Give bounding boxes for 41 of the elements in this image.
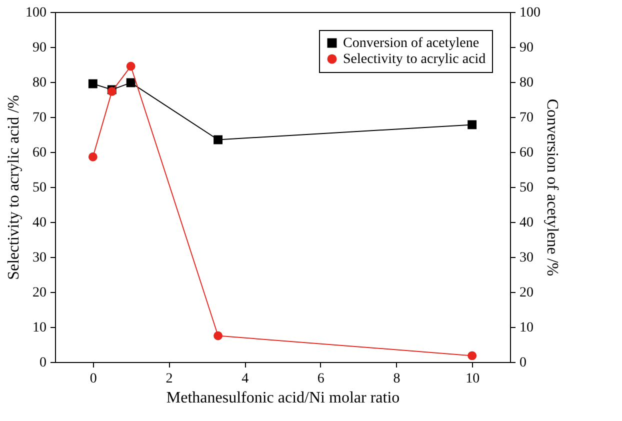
legend-label: Selectivity to acrylic acid bbox=[343, 52, 486, 67]
y-tick-label: 90 bbox=[32, 40, 46, 56]
x-axis-title: Methanesulfonic acid/Ni molar ratio bbox=[166, 390, 400, 406]
point bbox=[126, 62, 136, 71]
y2-tick-label: 80 bbox=[520, 76, 534, 90]
point bbox=[126, 78, 136, 88]
point bbox=[88, 79, 98, 88]
y2-tick-label: 70 bbox=[520, 110, 534, 126]
y-tick-label: 80 bbox=[32, 76, 46, 90]
point bbox=[214, 331, 223, 340]
x-tick-label: 4 bbox=[242, 372, 249, 386]
y2-tick-label: 30 bbox=[520, 250, 534, 266]
point bbox=[468, 351, 477, 360]
y2-tick-label: 0 bbox=[520, 356, 526, 370]
y2-tick-label: 40 bbox=[520, 216, 534, 230]
y-tick-label: 0 bbox=[40, 356, 46, 370]
y-tick-label: 100 bbox=[26, 6, 46, 20]
x-tick-label: 6 bbox=[317, 372, 324, 386]
y-tick-label: 20 bbox=[32, 286, 46, 300]
point bbox=[214, 135, 223, 144]
y2-tick-label: 90 bbox=[520, 40, 534, 56]
x-tick-label: 10 bbox=[466, 372, 480, 386]
y2-tick-label: 10 bbox=[520, 320, 534, 336]
y-tick-label: 10 bbox=[32, 320, 46, 336]
y2-tick-label: 100 bbox=[520, 6, 540, 20]
y-tick-label: 40 bbox=[32, 216, 46, 230]
y-tick-label: 70 bbox=[32, 110, 46, 126]
x-tick-label: 2 bbox=[166, 372, 173, 386]
y2-tick-label: 50 bbox=[520, 180, 534, 196]
legend-label: Conversion of acetylene bbox=[343, 36, 480, 51]
y-axis-title: Selectivity to acrylic acid /% bbox=[6, 95, 22, 280]
y-tick-label: 30 bbox=[32, 250, 46, 266]
y2-tick-label: 60 bbox=[520, 146, 534, 160]
y-tick-label: 50 bbox=[32, 180, 46, 196]
x-tick-label: 0 bbox=[90, 372, 97, 386]
point bbox=[468, 120, 477, 130]
y2-axis-title: Conversion of acetylene /% bbox=[544, 98, 560, 276]
point bbox=[88, 152, 98, 162]
x-tick-label: 8 bbox=[393, 372, 400, 386]
y2-tick-label: 20 bbox=[520, 286, 534, 300]
y-tick-label: 60 bbox=[32, 146, 46, 160]
